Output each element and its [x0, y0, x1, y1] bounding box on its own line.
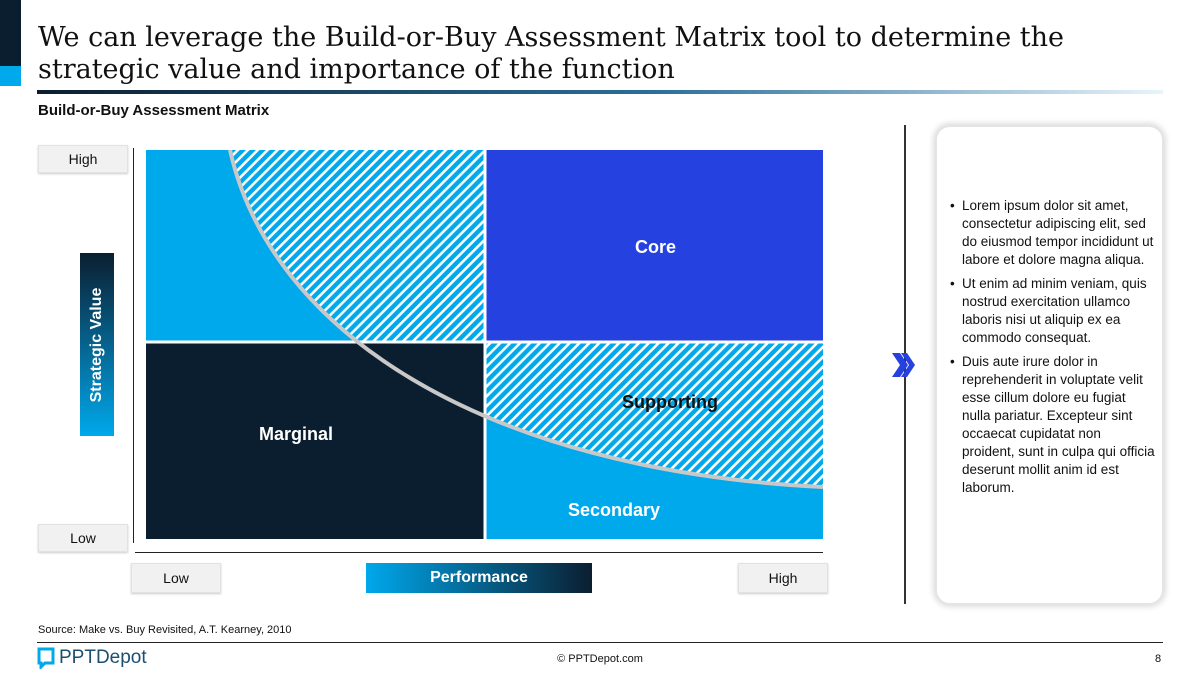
y-high-label: High [38, 145, 128, 173]
bullet-item: Ut enim ad minim veniam, quis nostrud ex… [950, 275, 1155, 347]
quadrant-core [485, 150, 823, 342]
x-axis-title: Performance [366, 563, 592, 593]
bullet-list: Lorem ipsum dolor sit amet, consectetur … [950, 197, 1155, 503]
logo-text: PPTDepot [59, 647, 147, 668]
y-axis-line [133, 148, 134, 543]
bullet-item: Duis aute irure dolor in reprehenderit i… [950, 353, 1155, 497]
label-supporting: Supporting [622, 392, 718, 412]
label-core: Core [635, 237, 677, 257]
page-title: We can leverage the Build-or-Buy Assessm… [38, 22, 1064, 85]
y-low-label: Low [38, 524, 128, 552]
page-number: 8 [1155, 653, 1162, 665]
accent-bar-dark [0, 0, 21, 66]
y-axis-title-text: Strategic Value [88, 287, 105, 402]
logo: PPTDepot [37, 647, 147, 669]
quadrant-marginal [146, 342, 485, 539]
label-secondary: Secondary [568, 500, 661, 520]
logo-icon [37, 647, 55, 669]
y-axis-title: Strategic Value [80, 253, 114, 436]
x-axis-line [135, 552, 823, 553]
accent-bar-light [0, 66, 21, 86]
footer-divider [37, 642, 1163, 643]
frontier-curve [228, 150, 823, 489]
copyright: © PPTDepot.com [557, 653, 643, 665]
x-low-label: Low [131, 563, 221, 593]
chevron-right-icon [892, 353, 915, 377]
source-note: Source: Make vs. Buy Revisited, A.T. Kea… [38, 624, 292, 636]
label-marginal: Marginal [259, 424, 334, 444]
matrix-title: Build-or-Buy Assessment Matrix [38, 102, 270, 119]
bullet-item: Lorem ipsum dolor sit amet, consectetur … [950, 197, 1155, 269]
x-high-label: High [738, 563, 828, 593]
title-divider [37, 90, 1163, 94]
matrix-chart [146, 150, 823, 539]
